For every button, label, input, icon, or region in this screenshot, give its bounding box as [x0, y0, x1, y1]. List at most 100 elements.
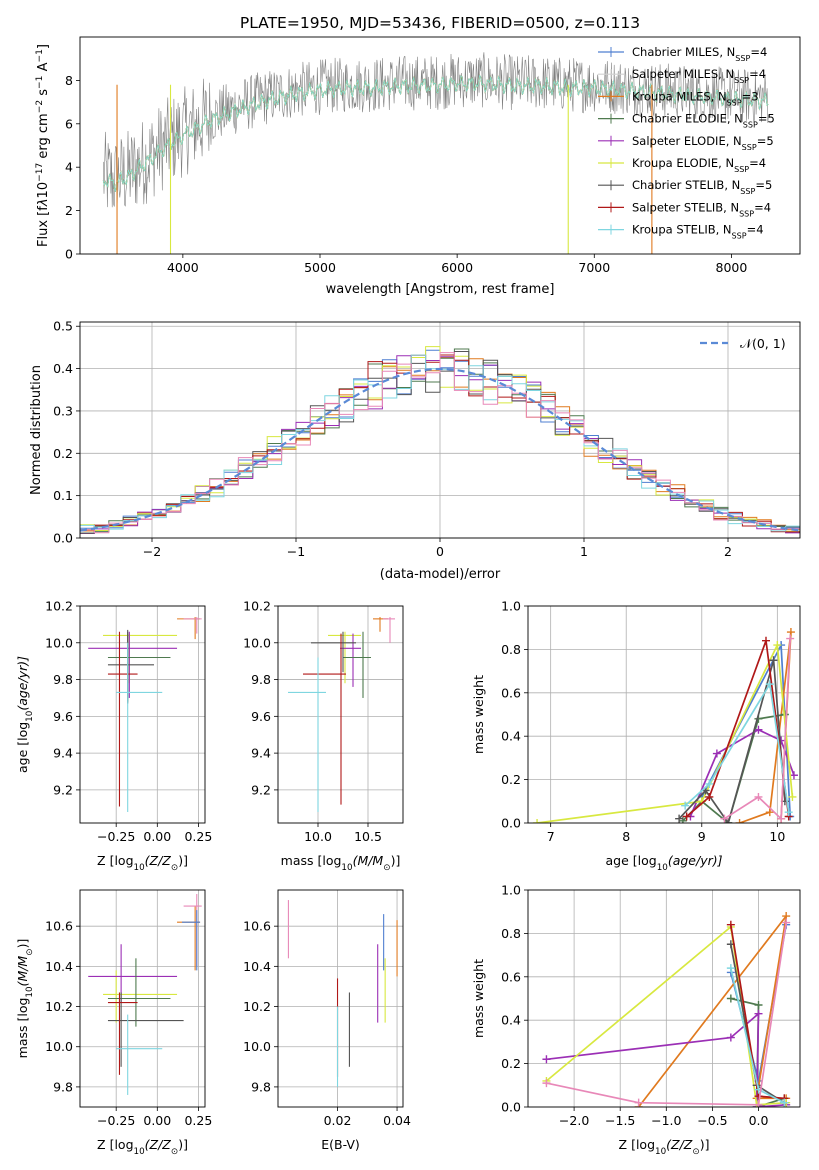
y-tick-label: 8 [65, 73, 73, 88]
spectrum-panel: 4000 5000 6000 7000 8000 0 2 4 6 8 wavelength [Ang… [35, 36, 801, 297]
legend-label: Chabrier ELODIE, NSSP=5 [632, 112, 775, 130]
y-tick-label: 10.2 [243, 999, 271, 1014]
y-tick-label: 1.0 [501, 883, 521, 898]
axes-frame [277, 605, 404, 824]
x-tick-label: 7 [547, 829, 555, 844]
y-tick-label: 10.6 [243, 919, 271, 934]
y-tick-label: 10.4 [45, 959, 73, 974]
weight-point [634, 1098, 643, 1107]
y-tick-label: 10.6 [45, 919, 73, 934]
weight-point [765, 808, 774, 817]
weight-point [705, 792, 714, 801]
y-tick-label: 10.0 [45, 1039, 73, 1054]
x-tick-label: −1.5 [605, 1113, 635, 1128]
y-tick-label: 0.8 [501, 926, 521, 941]
y-tick-label: 4 [65, 160, 73, 175]
x-tick-label: 0.02 [324, 1113, 352, 1128]
weight-point [754, 1100, 763, 1107]
gaussian-curve [80, 367, 800, 532]
y-tick-label: 9.8 [53, 1079, 73, 1094]
axes-frame [79, 321, 801, 539]
y-axis-label: mass weight [471, 675, 486, 754]
y-axis-label: mass weight [471, 959, 486, 1038]
y-tick-label: 9.4 [53, 746, 73, 761]
legend-label: 𝒩(0, 1) [740, 336, 786, 351]
observed-spectrum [103, 52, 769, 215]
y-axis-label: age [log10(age/yr)] [15, 656, 35, 773]
y-tick-label: 9.2 [53, 782, 73, 797]
y-tick-label: 0.3 [53, 403, 73, 418]
weight-line [686, 640, 790, 818]
spectrum-lines [102, 52, 769, 254]
weight-point [735, 819, 744, 823]
y-tick-label: 0.6 [501, 969, 521, 984]
y-tick-label: 9.8 [53, 672, 73, 687]
residual-histogram [80, 352, 800, 534]
x-tick-label: 8 [622, 829, 630, 844]
x-tick-label: 9 [698, 829, 706, 844]
weight-point [765, 680, 774, 689]
y-tick-label: 1.0 [501, 599, 521, 614]
weight_vs_Z-panel: −2.0 −1.5 −1.0 −0.5 0.0 0.0 0.2 0.4 0.6 0.8 1.0 Z [… [471, 883, 801, 1157]
legend-label: Kroupa STELIB, NSSP=4 [632, 223, 764, 241]
weight-point [542, 1079, 551, 1088]
weight-point [769, 656, 778, 665]
x-tick-label: 8000 [716, 260, 748, 275]
histogram-legend: 𝒩(0, 1) [700, 336, 786, 351]
weight-point [754, 725, 763, 734]
x-tick-label: 0.00 [143, 1113, 171, 1128]
weight-point [675, 814, 684, 823]
weight-point [762, 636, 770, 645]
x-axis-label: Z [log10(Z/Z⊙)] [97, 1137, 188, 1157]
weight-point [754, 1009, 763, 1018]
axes-frame [79, 605, 206, 824]
x-tick-label: 0.25 [184, 829, 212, 844]
x-tick-label: 10.0 [304, 829, 332, 844]
y-tick-label: 10.4 [243, 959, 271, 974]
weight-series [533, 628, 798, 823]
x-tick-label: 0.0 [749, 1113, 769, 1128]
x-tick-label: 0 [436, 544, 444, 559]
y-tick-label: 0.0 [53, 531, 73, 546]
legend-label: Chabrier STELIB, NSSP=5 [632, 178, 772, 196]
weight-point [726, 920, 735, 929]
x-tick-label: −1.0 [651, 1113, 681, 1128]
y-tick-label: 6 [65, 116, 73, 131]
weight-line [637, 915, 788, 1107]
weight-point [784, 808, 793, 817]
y-tick-label: 0.1 [53, 488, 73, 503]
residuals-panel: −2 −1 0 1 2 0.0 0.1 0.2 0.3 0.4 0.5 (data-model)/er… [29, 319, 801, 582]
weight-line [678, 660, 786, 823]
weight-point [712, 749, 721, 758]
y-tick-label: 0.5 [53, 319, 73, 334]
weight-point [682, 812, 691, 821]
y-axis-label: Flux [fλ10−17 erg cm−2 s−1 A−1] [35, 44, 51, 247]
y-tick-label: 9.6 [251, 709, 271, 724]
y-tick-label: 0.0 [501, 816, 521, 831]
x-axis-label: wavelength [Angstrom, rest frame] [326, 282, 555, 297]
axes-frame [527, 605, 801, 824]
weight-point [720, 814, 729, 823]
weight-point [773, 641, 782, 650]
errorbars [88, 894, 202, 1095]
axes-frame [79, 36, 801, 255]
y-tick-label: 9.2 [251, 782, 271, 797]
weight-point [705, 779, 714, 788]
mass_vs_Z-panel: −0.25 0.00 0.25 9.8 10.0 10.2 10.4 10.6 Z [log10… [15, 889, 212, 1157]
x-tick-label: 5000 [304, 260, 336, 275]
y-tick-label: 0.4 [53, 361, 73, 376]
weight-point [542, 1055, 551, 1064]
histogram-lines [80, 346, 800, 536]
y-tick-label: 9.8 [251, 672, 271, 687]
x-axis-label: mass [log10(M/M⊙)] [281, 853, 401, 873]
x-tick-label: 10.5 [354, 829, 382, 844]
weight-line [723, 638, 792, 821]
weight-point [724, 819, 733, 823]
y-tick-label: 0.4 [501, 729, 521, 744]
axes-frame [277, 889, 404, 1108]
axes-frame [79, 889, 206, 1108]
figure-title: PLATE=1950, MJD=53436, FIBERID=0500, z=0… [240, 14, 640, 32]
weight-point [726, 964, 735, 973]
y-tick-label: 10.0 [45, 635, 73, 650]
y-tick-label: 0.6 [501, 685, 521, 700]
